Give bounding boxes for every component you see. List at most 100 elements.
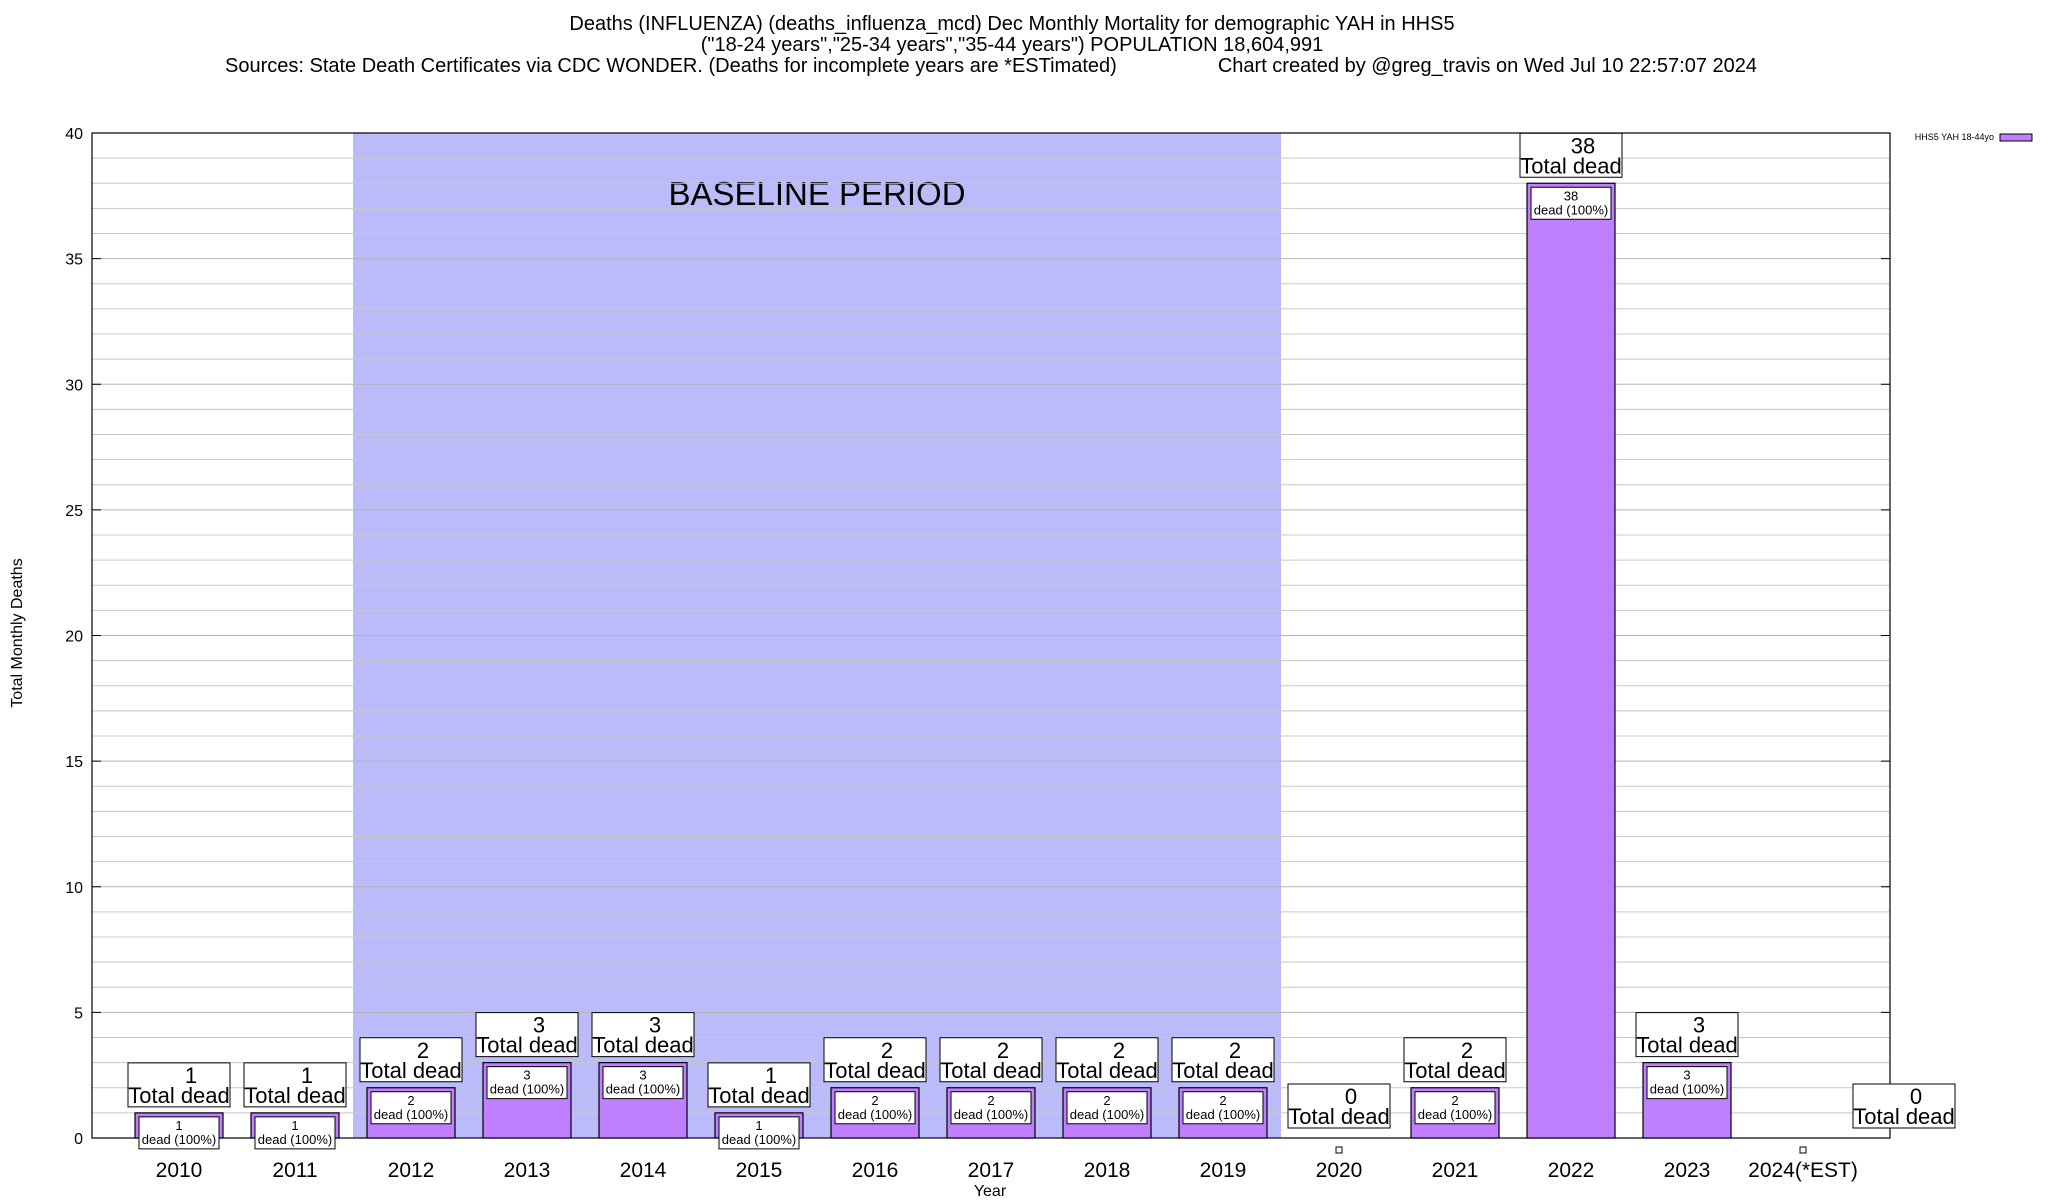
total-label-box: [359, 1037, 463, 1083]
total-label-count: 2: [417, 1038, 429, 1063]
legend-swatch: [1999, 133, 2033, 142]
x-tick-label: 2010: [156, 1159, 203, 1182]
total-label-count: 2: [1461, 1038, 1473, 1063]
y-tick-label: 0: [74, 1131, 83, 1148]
total-label-count: 3: [533, 1013, 545, 1038]
total-label-count: 1: [301, 1063, 313, 1088]
total-label-count: 3: [1693, 1013, 1705, 1038]
title-line-1: Deaths (INFLUENZA) (deaths_influenza_mcd…: [569, 13, 1454, 35]
inner-label-count: 2: [987, 1093, 994, 1108]
inner-label-box: [1066, 1091, 1148, 1125]
total-label-box: [127, 1062, 231, 1108]
x-tick-label: 2020: [1316, 1159, 1363, 1182]
total-label-text: Total dead: [708, 1083, 810, 1108]
total-label-box: [939, 1037, 1043, 1083]
inner-label-box: [834, 1091, 916, 1125]
inner-label-count: 2: [1451, 1093, 1458, 1108]
total-label-count: 1: [185, 1063, 197, 1088]
inner-label-box: [138, 1116, 220, 1150]
total-label-count: 2: [1113, 1038, 1125, 1063]
x-tick-label: 2021: [1432, 1159, 1479, 1182]
title-line-4: Chart created by @greg_travis on Wed Jul…: [1218, 55, 1757, 77]
total-label-text: Total dead: [1404, 1058, 1506, 1083]
y-tick-label: 10: [65, 880, 83, 897]
title-line-3: Sources: State Death Certificates via CD…: [225, 55, 1117, 77]
total-label-text: Total dead: [592, 1033, 694, 1058]
total-label-count: 2: [881, 1038, 893, 1063]
inner-label-box: [1182, 1091, 1264, 1125]
total-label-text: Total dead: [1288, 1104, 1390, 1129]
total-label-count: 0: [1910, 1084, 1922, 1109]
inner-label-box: [718, 1116, 800, 1150]
y-tick-label: 15: [65, 754, 83, 771]
inner-label-box: [602, 1066, 684, 1100]
total-label-text: Total dead: [244, 1083, 346, 1108]
y-tick-label: 35: [65, 252, 83, 269]
inner-label-text: dead (100%): [838, 1107, 912, 1122]
x-tick-label: 2014: [620, 1159, 667, 1182]
inner-label-box: [1530, 186, 1612, 220]
inner-label-count: 1: [291, 1118, 298, 1133]
total-label-count: 3: [649, 1013, 661, 1038]
x-tick-label: 2012: [388, 1159, 435, 1182]
y-tick-label: 30: [65, 377, 83, 394]
x-tick-label: 2019: [1200, 1159, 1247, 1182]
total-label-box: [1519, 132, 1623, 178]
inner-label-text: dead (100%): [1650, 1082, 1724, 1097]
x-axis-title: Year: [974, 1183, 1007, 1200]
inner-label-count: 3: [523, 1068, 530, 1083]
total-label-text: Total dead: [476, 1033, 578, 1058]
inner-label-text: dead (100%): [722, 1132, 796, 1147]
total-label-text: Total dead: [940, 1058, 1042, 1083]
inner-label-text: dead (100%): [490, 1082, 564, 1097]
inner-label-text: dead (100%): [1534, 202, 1608, 217]
x-tick-label: 2013: [504, 1159, 551, 1182]
x-tick-label: 2024(*EST): [1748, 1159, 1858, 1182]
legend: HHS5 YAH 18-44yo: [1915, 132, 2033, 142]
total-label-box: [591, 1012, 695, 1058]
x-tick-label: 2022: [1548, 1159, 1595, 1182]
bar: [1526, 182, 1616, 1139]
zero-marker: [1335, 1146, 1343, 1154]
y-tick-label: 40: [65, 126, 83, 143]
title-line-2: ("18-24 years","25-34 years","35-44 year…: [701, 34, 1324, 56]
inner-label-text: dead (100%): [954, 1107, 1028, 1122]
inner-label-text: dead (100%): [374, 1107, 448, 1122]
inner-label-box: [370, 1091, 452, 1125]
inner-label-box: [1414, 1091, 1496, 1125]
total-label-count: 2: [997, 1038, 1009, 1063]
total-label-box: [1852, 1083, 1956, 1129]
inner-label-count: 2: [1219, 1093, 1226, 1108]
total-label-box: [243, 1062, 347, 1108]
total-label-box: [1403, 1037, 1507, 1083]
total-label-text: Total dead: [824, 1058, 926, 1083]
inner-label-count: 38: [1564, 188, 1578, 203]
total-label-text: Total dead: [360, 1058, 462, 1083]
inner-label-count: 1: [755, 1118, 762, 1133]
total-label-count: 2: [1229, 1038, 1241, 1063]
total-label-text: Total dead: [1853, 1104, 1955, 1129]
baseline-label: BASELINE PERIOD: [668, 175, 965, 212]
total-label-count: 38: [1571, 133, 1595, 158]
inner-label-text: dead (100%): [142, 1132, 216, 1147]
total-label-text: Total dead: [128, 1083, 230, 1108]
legend-label: HHS5 YAH 18-44yo: [1915, 132, 1994, 142]
x-tick-label: 2023: [1664, 1159, 1711, 1182]
total-label-box: [1635, 1012, 1739, 1058]
y-tick-label: 5: [74, 1005, 83, 1022]
total-label-text: Total dead: [1636, 1033, 1738, 1058]
total-label-text: Total dead: [1056, 1058, 1158, 1083]
y-tick-label: 25: [65, 503, 83, 520]
total-label-text: Total dead: [1520, 153, 1622, 178]
chart-title: Deaths (INFLUENZA) (deaths_influenza_mcd…: [225, 13, 1757, 77]
y-axis-title: Total Monthly Deaths: [9, 558, 26, 707]
x-tick-label: 2015: [736, 1159, 783, 1182]
inner-label-text: dead (100%): [1070, 1107, 1144, 1122]
total-label-box: [1171, 1037, 1275, 1083]
total-label-box: [1287, 1083, 1391, 1129]
inner-label-box: [486, 1066, 568, 1100]
total-label-box: [707, 1062, 811, 1108]
